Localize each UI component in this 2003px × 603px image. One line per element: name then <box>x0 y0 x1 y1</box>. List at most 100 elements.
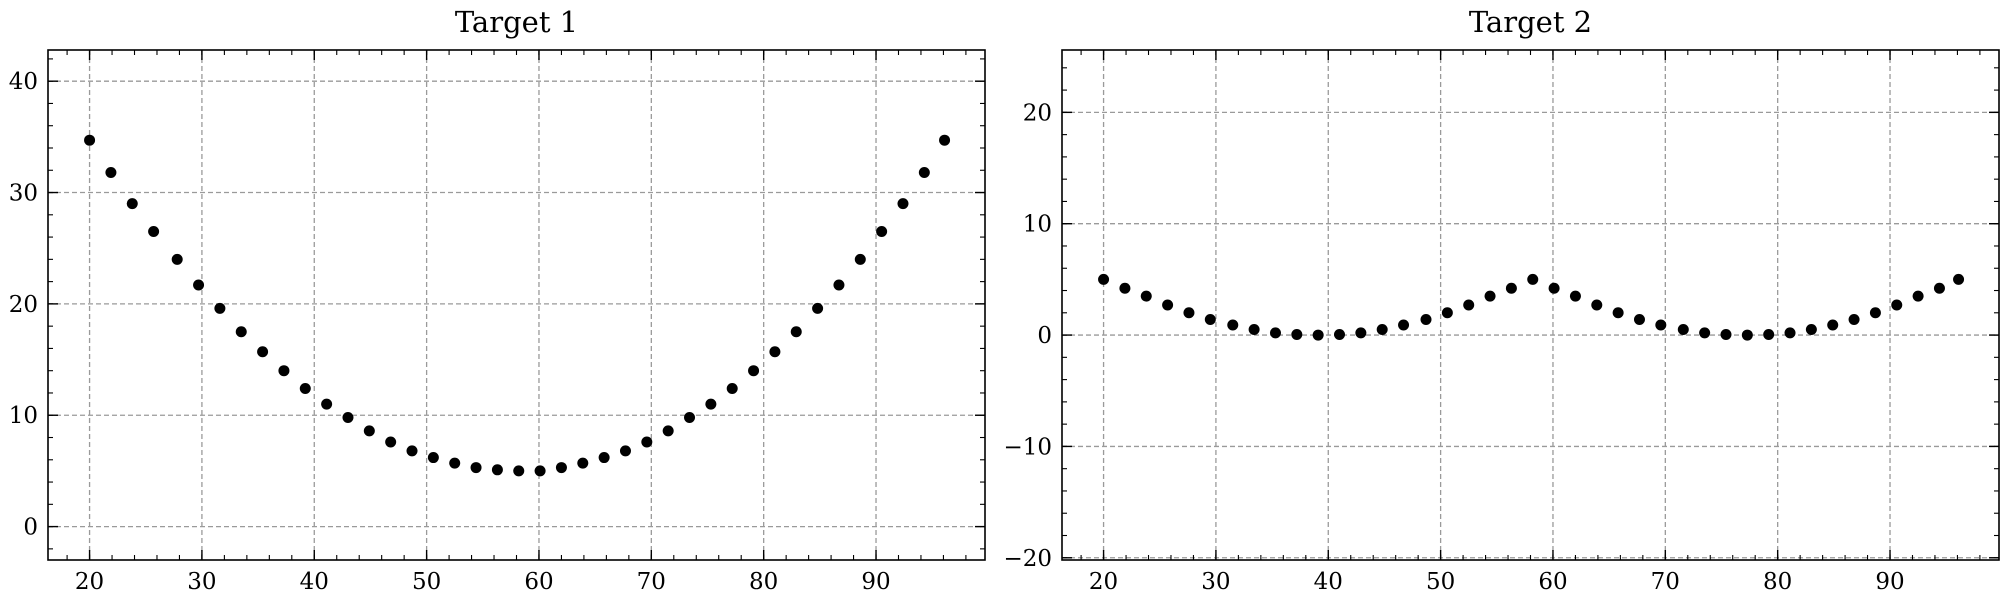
chart-2-ytick-label-4: 20 <box>1023 100 1052 126</box>
chart-1-point-3 <box>148 226 160 238</box>
chart-2-point-40 <box>1953 273 1965 285</box>
chart-1-xtick-label-3: 50 <box>412 569 441 595</box>
chart-1-ytick-label-2: 20 <box>9 292 38 318</box>
chart-1-ytick-label-0: 0 <box>23 515 38 541</box>
chart-1-point-28 <box>684 411 696 423</box>
chart-2-point-13 <box>1376 323 1388 335</box>
chart-2-xtick-label-1: 30 <box>1201 569 1230 595</box>
chart-1-plot-frame <box>47 49 986 561</box>
chart-1-point-8 <box>257 346 269 358</box>
chart-1-ytick-label-1: 10 <box>9 403 38 429</box>
chart-2-point-21 <box>1548 282 1560 294</box>
chart-2-xtick-label-2: 40 <box>1314 569 1343 595</box>
chart-1-xtick-label-5: 70 <box>637 569 666 595</box>
chart-1-point-9 <box>278 365 290 377</box>
chart-2-point-7 <box>1248 323 1260 335</box>
chart-2-point-28 <box>1699 327 1711 339</box>
chart-1-point-14 <box>385 436 397 448</box>
chart-target-1: 20 30 40 50 60 70 80 90 0 10 20 30 40 Target 1 <box>9 5 986 595</box>
chart-2-point-10 <box>1312 329 1324 341</box>
chart-1-point-13 <box>363 425 375 437</box>
chart-1-point-31 <box>748 365 760 377</box>
chart-2-point-14 <box>1398 319 1410 331</box>
chart-2-xtick-label-7: 90 <box>1875 569 1904 595</box>
chart-1-point-4 <box>171 253 183 265</box>
chart-1-title: Target 1 <box>455 5 578 39</box>
chart-1-point-27 <box>662 425 674 437</box>
chart-1-xtick-label-0: 20 <box>75 569 104 595</box>
chart-2-point-33 <box>1805 323 1817 335</box>
chart-2-point-35 <box>1848 313 1860 325</box>
chart-1-point-25 <box>619 445 631 457</box>
chart-2-point-18 <box>1484 290 1496 302</box>
chart-1-point-38 <box>897 198 909 210</box>
chart-2-xtick-label-0: 20 <box>1089 569 1118 595</box>
chart-1-point-37 <box>876 226 888 238</box>
chart-1-point-1 <box>105 166 117 178</box>
chart-2-ytick-label-1: −10 <box>1003 434 1052 460</box>
chart-1-point-2 <box>126 198 138 210</box>
chart-2-ytick-label-2: 0 <box>1037 323 1052 349</box>
chart-2-point-20 <box>1527 273 1539 285</box>
chart-1-point-36 <box>854 253 866 265</box>
chart-2-point-3 <box>1162 299 1174 311</box>
chart-1-point-17 <box>449 457 461 469</box>
chart-1-point-20 <box>513 465 525 477</box>
chart-1-point-30 <box>726 383 738 395</box>
chart-2-point-34 <box>1827 319 1839 331</box>
chart-1-xtick-label-2: 40 <box>300 569 329 595</box>
chart-2-point-8 <box>1269 327 1281 339</box>
chart-1-point-32 <box>769 346 781 358</box>
chart-2-point-17 <box>1463 299 1475 311</box>
chart-2-point-32 <box>1784 327 1796 339</box>
chart-2-point-2 <box>1140 290 1152 302</box>
chart-1-xtick-label-6: 80 <box>749 569 778 595</box>
chart-1-point-34 <box>812 302 824 314</box>
chart-1-point-40 <box>939 134 951 146</box>
chart-2-point-31 <box>1763 329 1775 341</box>
chart-target-2: 20 30 40 50 60 70 80 90 −20 −10 0 10 20 Target 2 <box>1003 5 2000 595</box>
chart-2-point-5 <box>1204 313 1216 325</box>
chart-2-point-30 <box>1741 329 1753 341</box>
chart-1-point-16 <box>427 452 439 464</box>
chart-2-ytick-label-0: −20 <box>1003 546 1052 572</box>
chart-1-point-24 <box>598 452 610 464</box>
chart-1-point-0 <box>84 134 96 146</box>
chart-1-point-35 <box>833 279 845 291</box>
chart-1-point-18 <box>470 462 482 474</box>
chart-2-point-25 <box>1633 313 1645 325</box>
chart-2-point-19 <box>1505 282 1517 294</box>
chart-2-ytick-label-3: 10 <box>1023 212 1052 238</box>
chart-2-point-22 <box>1569 290 1581 302</box>
chart-2-point-1 <box>1119 282 1131 294</box>
chart-2-point-38 <box>1912 290 1924 302</box>
chart-2-point-27 <box>1677 323 1689 335</box>
chart-1-point-7 <box>235 326 247 338</box>
chart-2-point-23 <box>1591 299 1603 311</box>
chart-2-point-12 <box>1355 327 1367 339</box>
chart-1-point-6 <box>214 302 226 314</box>
chart-2-point-4 <box>1183 307 1195 319</box>
chart-1-point-11 <box>321 398 333 410</box>
chart-2-xtick-label-6: 80 <box>1763 569 1792 595</box>
chart-1-ytick-label-3: 30 <box>9 181 38 207</box>
chart-1-point-26 <box>641 436 653 448</box>
chart-1-point-19 <box>491 464 503 476</box>
chart-1-point-10 <box>299 383 311 395</box>
chart-2-point-39 <box>1933 282 1945 294</box>
chart-2-point-9 <box>1291 329 1303 341</box>
chart-1-point-22 <box>555 462 567 474</box>
chart-1-point-5 <box>193 279 205 291</box>
chart-2-xtick-label-5: 70 <box>1651 569 1680 595</box>
chart-2-point-15 <box>1420 313 1432 325</box>
chart-1-xtick-label-4: 60 <box>524 569 553 595</box>
chart-2-point-26 <box>1655 319 1667 331</box>
chart-1-point-21 <box>534 465 546 477</box>
chart-1-point-33 <box>790 326 802 338</box>
chart-1-point-39 <box>918 166 930 178</box>
chart-2-xtick-label-4: 60 <box>1538 569 1567 595</box>
chart-2-point-11 <box>1334 329 1346 341</box>
chart-2-title: Target 2 <box>1469 5 1592 39</box>
chart-1-point-23 <box>577 457 589 469</box>
chart-2-point-29 <box>1720 329 1732 341</box>
